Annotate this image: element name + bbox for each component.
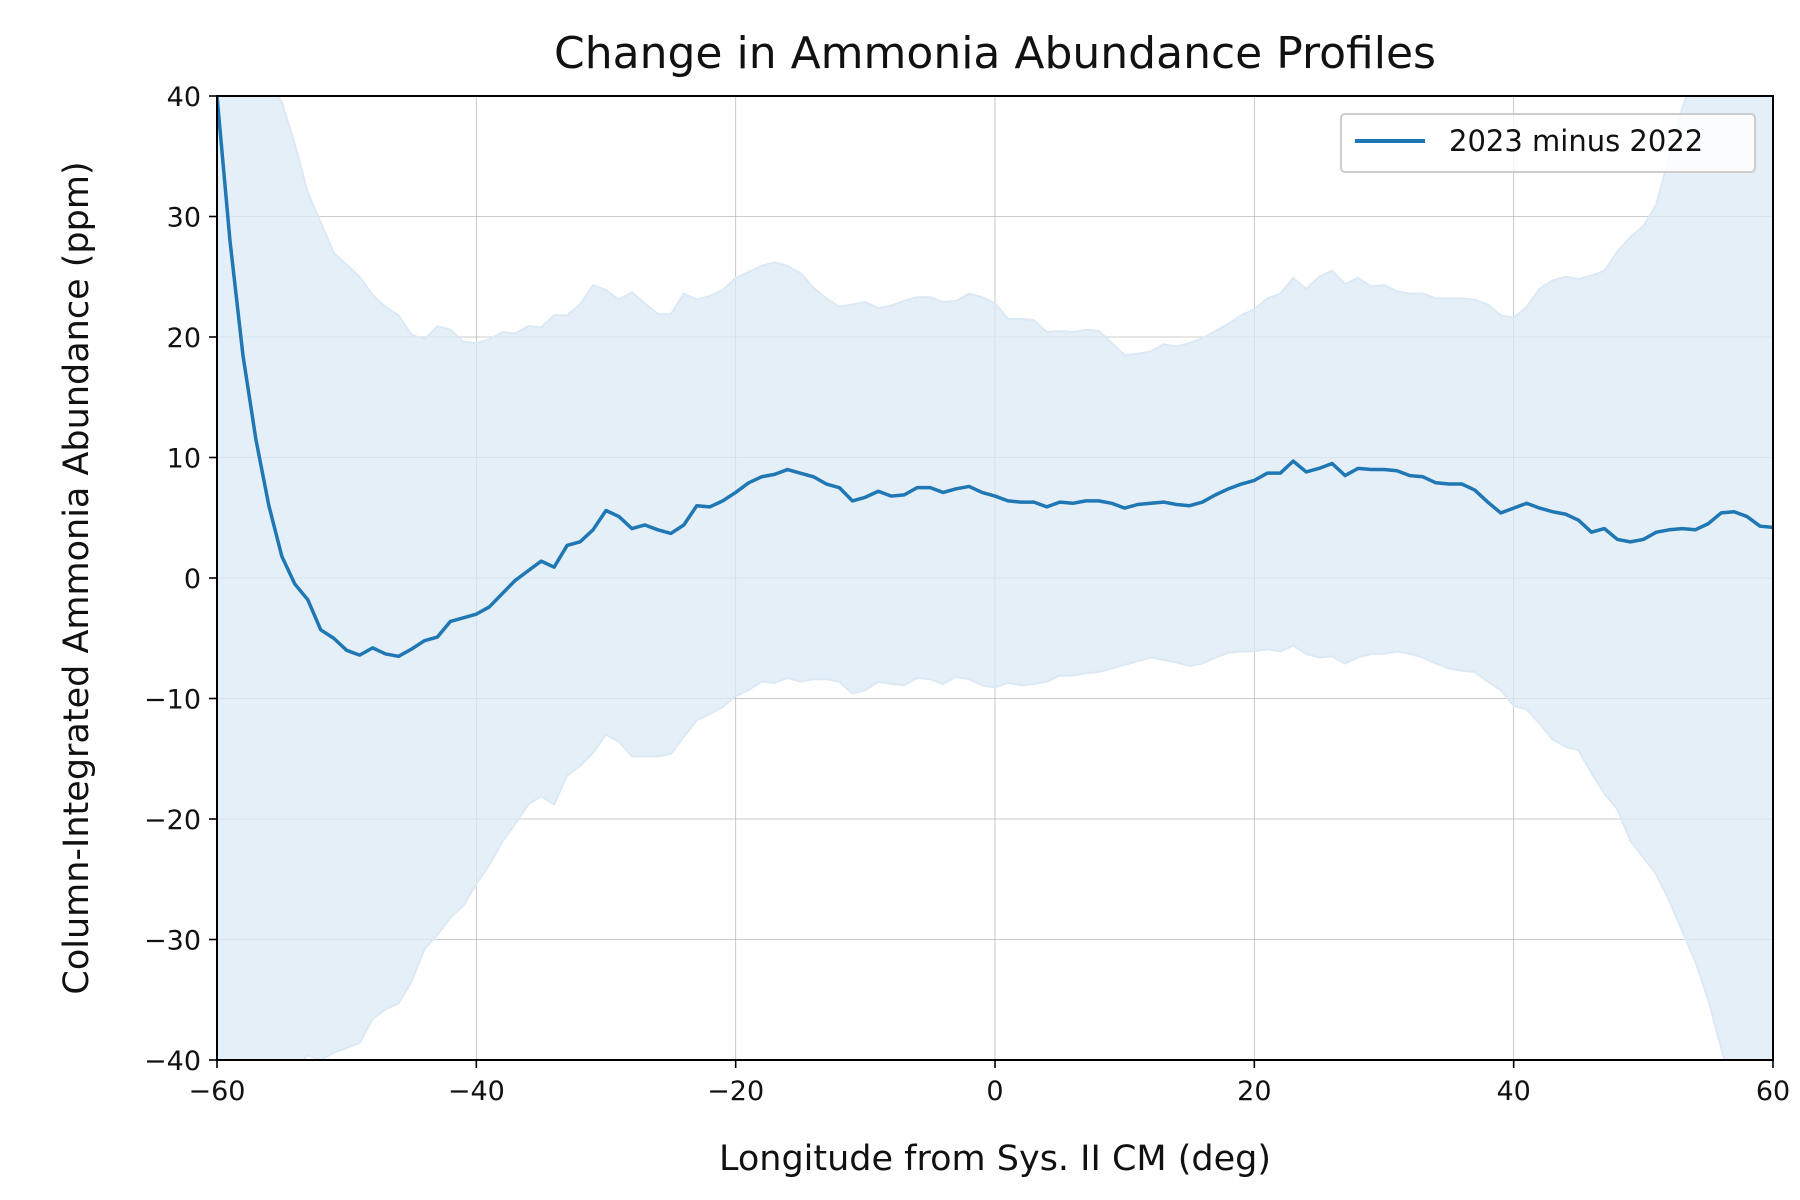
x-tick-label: 0 [986,1076,1003,1107]
y-axis-label: Column-Integrated Ammonia Abundance (ppm… [57,161,97,994]
uncertainty-band-lower-edge [301,644,1726,1060]
x-tick-label: −40 [448,1076,505,1107]
y-axis: −40 −30 −20 −10 0 10 20 30 40 [144,82,217,1077]
x-tick-label: 60 [1756,1076,1790,1107]
y-tick-label: −20 [144,805,201,836]
y-tick-label: 20 [167,323,201,354]
uncertainty-band-upper-edge [276,96,1688,357]
x-tick-label: −20 [707,1076,764,1107]
x-tick-label: 20 [1237,1076,1271,1107]
y-tick-label: −40 [144,1046,201,1077]
y-tick-label: −10 [144,685,201,716]
y-tick-label: −30 [144,926,201,957]
series-line-2023-minus-2022 [217,96,1773,659]
legend-label: 2023 minus 2022 [1449,124,1703,158]
chart-title: Change in Ammonia Abundance Profiles [554,28,1436,79]
plot-area [217,96,1773,1060]
y-tick-label: 40 [167,82,201,113]
legend-box [1340,113,1756,173]
y-tick-label: 0 [184,564,201,595]
x-tick-label: 40 [1496,1076,1530,1107]
x-tick-label: −60 [189,1076,246,1107]
uncertainty-band [217,96,1773,1060]
y-tick-label: 30 [167,203,201,234]
x-axis: −60 −40 −20 0 20 40 60 [189,1060,1790,1107]
legend: 2023 minus 2022 [1340,113,1756,173]
x-axis-label: Longitude from Sys. II CM (deg) [719,1139,1271,1179]
y-tick-label: 10 [167,444,201,475]
